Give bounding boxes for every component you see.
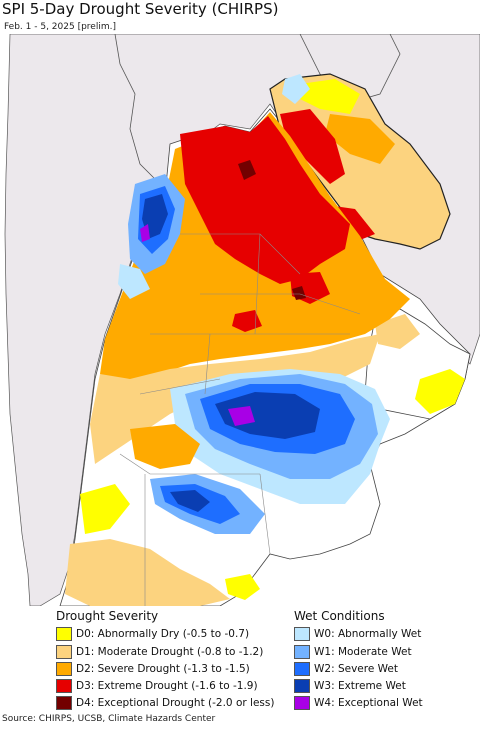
source-credit: Source: CHIRPS, UCSB, Climate Hazards Ce… bbox=[2, 714, 216, 724]
swatch-w4 bbox=[294, 696, 310, 710]
legend-label-w2: W2: Severe Wet bbox=[314, 663, 398, 675]
legend-label-d2: D2: Severe Drought (-1.3 to -1.5) bbox=[76, 663, 250, 675]
d3-patch-3 bbox=[232, 310, 262, 332]
swatch-w3 bbox=[294, 679, 310, 693]
swatch-d4 bbox=[56, 696, 72, 710]
legend-item-w2: W2: Severe Wet bbox=[294, 661, 398, 677]
uruguay-d1 bbox=[375, 314, 420, 349]
legend-item-d0: D0: Abnormally Dry (-0.5 to -0.7) bbox=[56, 626, 249, 642]
legend-item-w1: W1: Moderate Wet bbox=[294, 644, 412, 660]
legend-label-w0: W0: Abnormally Wet bbox=[314, 628, 422, 640]
paraguay-d2 bbox=[325, 114, 395, 164]
legend-label-w4: W4: Exceptional Wet bbox=[314, 697, 423, 709]
legend-label-w1: W1: Moderate Wet bbox=[314, 646, 412, 658]
central-wet-w4 bbox=[228, 406, 255, 426]
legend-label-w3: W3: Extreme Wet bbox=[314, 680, 406, 692]
south-d1 bbox=[65, 539, 230, 606]
swatch-d3 bbox=[56, 679, 72, 693]
legend-item-d2: D2: Severe Drought (-1.3 to -1.5) bbox=[56, 661, 250, 677]
legend-item-w3: W3: Extreme Wet bbox=[294, 678, 406, 694]
uruguay-d0 bbox=[415, 369, 465, 414]
legend-label-d3: D3: Extreme Drought (-1.6 to -1.9) bbox=[76, 680, 258, 692]
drought-map bbox=[0, 34, 480, 606]
legend-item-d4: D4: Exceptional Drought (-2.0 or less) bbox=[56, 695, 274, 711]
south-d2 bbox=[130, 424, 200, 469]
d4-patch-2 bbox=[292, 286, 306, 300]
map-title: SPI 5-Day Drought Severity (CHIRPS) bbox=[2, 0, 279, 18]
paraguay-d3 bbox=[280, 109, 345, 184]
legend-item-d3: D3: Extreme Drought (-1.6 to -1.9) bbox=[56, 678, 258, 694]
swatch-d1 bbox=[56, 645, 72, 659]
south-d0b bbox=[225, 574, 260, 600]
swatch-d2 bbox=[56, 662, 72, 676]
d3-region bbox=[180, 116, 350, 284]
nw-wet-w0 bbox=[118, 264, 150, 299]
legend-item-w0: W0: Abnormally Wet bbox=[294, 626, 421, 642]
wet-legend-title: Wet Conditions bbox=[294, 609, 385, 623]
map-date-subtitle: Feb. 1 - 5, 2025 [prelim.] bbox=[4, 22, 116, 32]
paraguay-w0 bbox=[282, 74, 310, 104]
south-wet-w3 bbox=[170, 490, 210, 512]
legend-label-d1: D1: Moderate Drought (-0.8 to -1.2) bbox=[76, 646, 264, 658]
province-borders bbox=[119, 233, 361, 606]
swatch-w1 bbox=[294, 645, 310, 659]
swatch-w0 bbox=[294, 627, 310, 641]
nw-wet-w4 bbox=[140, 224, 150, 242]
south-d0 bbox=[80, 484, 130, 534]
legend-label-d4: D4: Exceptional Drought (-2.0 or less) bbox=[76, 697, 275, 709]
legend-item-w4: W4: Exceptional Wet bbox=[294, 695, 423, 711]
legend-item-d1: D1: Moderate Drought (-0.8 to -1.2) bbox=[56, 644, 263, 660]
paraguay-d0 bbox=[300, 79, 360, 114]
central-wet-w3 bbox=[215, 392, 320, 439]
d1-region bbox=[90, 334, 380, 464]
legend-label-d0: D0: Abnormally Dry (-0.5 to -0.7) bbox=[76, 628, 250, 640]
drought-legend-title: Drought Severity bbox=[56, 609, 159, 623]
swatch-d0 bbox=[56, 627, 72, 641]
d4-patch bbox=[238, 160, 256, 180]
swatch-w2 bbox=[294, 662, 310, 676]
